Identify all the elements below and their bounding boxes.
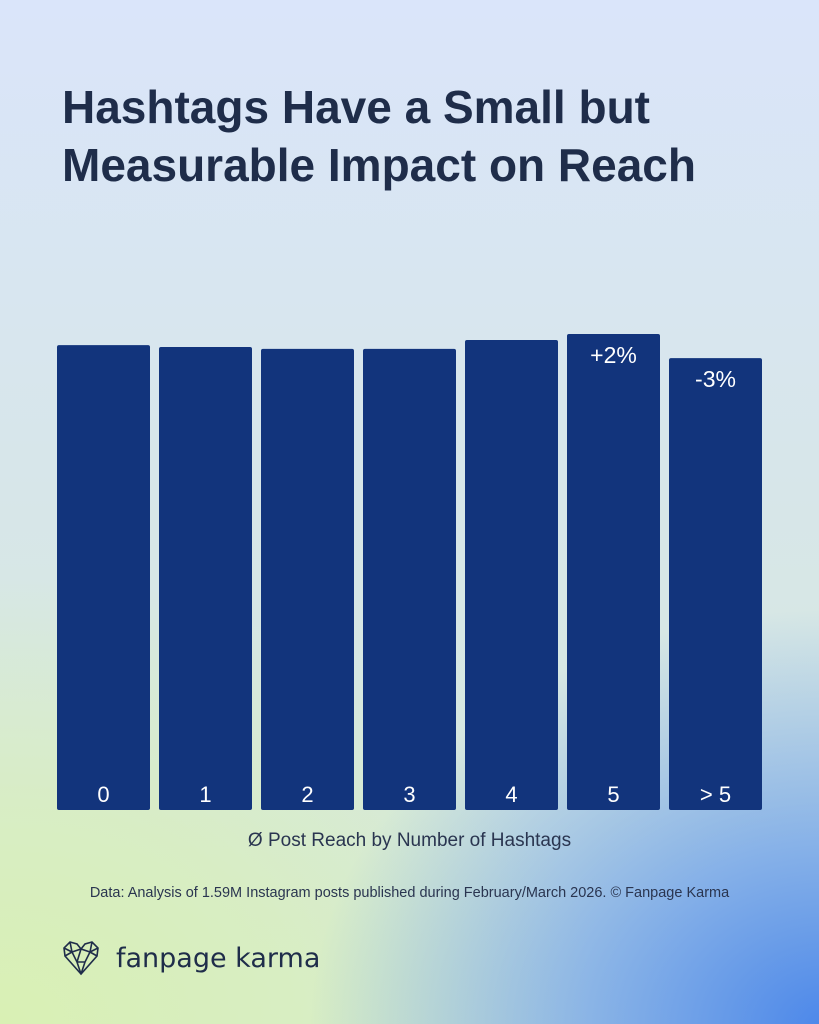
data-label: +2% <box>590 342 637 368</box>
bar-0 <box>57 345 150 810</box>
category-label: 3 <box>403 782 415 807</box>
x-axis-label: Ø Post Reach by Number of Hashtags <box>247 830 572 851</box>
category-label: 4 <box>505 782 517 807</box>
category-label: 5 <box>607 782 619 807</box>
bar-6 <box>669 358 762 810</box>
heart-network-icon <box>63 941 99 976</box>
brand-name: fanpage karma <box>116 942 321 974</box>
bar-1 <box>159 346 252 810</box>
bar-2 <box>261 348 354 810</box>
category-label: 1 <box>199 782 211 807</box>
source-note: Data: Analysis of 1.59M Instagram posts … <box>89 885 730 901</box>
category-label: > 5 <box>700 782 731 807</box>
data-label: -3% <box>695 366 736 392</box>
bar-5 <box>567 334 660 810</box>
chart-title: Hashtags Have a Small but Measurable Imp… <box>62 81 696 191</box>
category-label: 0 <box>97 782 109 807</box>
category-label: 2 <box>301 782 313 807</box>
bar-3 <box>363 348 456 810</box>
brand-logo: fanpage karma <box>62 940 320 976</box>
bar-4 <box>465 340 558 810</box>
